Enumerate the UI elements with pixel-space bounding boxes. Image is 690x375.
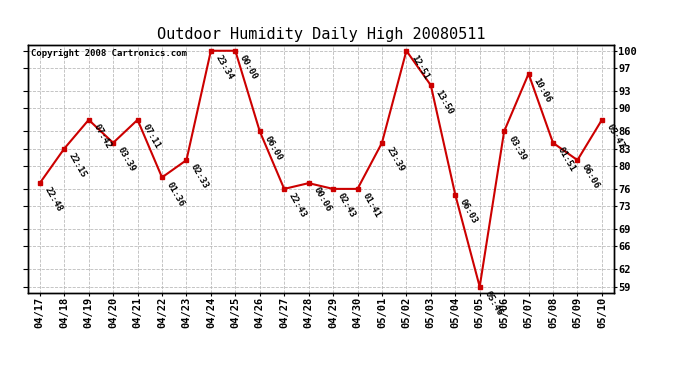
Text: 06:03: 06:03 bbox=[458, 197, 480, 225]
Text: 05:47: 05:47 bbox=[604, 123, 626, 150]
Title: Outdoor Humidity Daily High 20080511: Outdoor Humidity Daily High 20080511 bbox=[157, 27, 485, 42]
Text: 06:06: 06:06 bbox=[580, 163, 602, 190]
Text: 05:46: 05:46 bbox=[482, 290, 504, 317]
Text: 13:50: 13:50 bbox=[433, 88, 455, 116]
Text: 00:00: 00:00 bbox=[238, 54, 259, 81]
Text: 03:39: 03:39 bbox=[116, 146, 137, 173]
Text: 01:51: 01:51 bbox=[555, 146, 577, 173]
Text: 07:11: 07:11 bbox=[140, 123, 161, 150]
Text: 01:36: 01:36 bbox=[165, 180, 186, 208]
Text: 22:15: 22:15 bbox=[67, 152, 88, 179]
Text: 12:51: 12:51 bbox=[409, 54, 431, 81]
Text: 06:00: 06:00 bbox=[262, 134, 284, 162]
Text: 23:34: 23:34 bbox=[214, 54, 235, 81]
Text: Copyright 2008 Cartronics.com: Copyright 2008 Cartronics.com bbox=[30, 49, 186, 58]
Text: 03:39: 03:39 bbox=[507, 134, 528, 162]
Text: 02:43: 02:43 bbox=[336, 192, 357, 219]
Text: 01:41: 01:41 bbox=[360, 192, 382, 219]
Text: 22:43: 22:43 bbox=[287, 192, 308, 219]
Text: 22:48: 22:48 bbox=[43, 186, 64, 214]
Text: 02:33: 02:33 bbox=[189, 163, 210, 190]
Text: 10:06: 10:06 bbox=[531, 76, 553, 104]
Text: 00:06: 00:06 bbox=[311, 186, 333, 214]
Text: 07:42: 07:42 bbox=[92, 123, 112, 150]
Text: 23:39: 23:39 bbox=[385, 146, 406, 173]
